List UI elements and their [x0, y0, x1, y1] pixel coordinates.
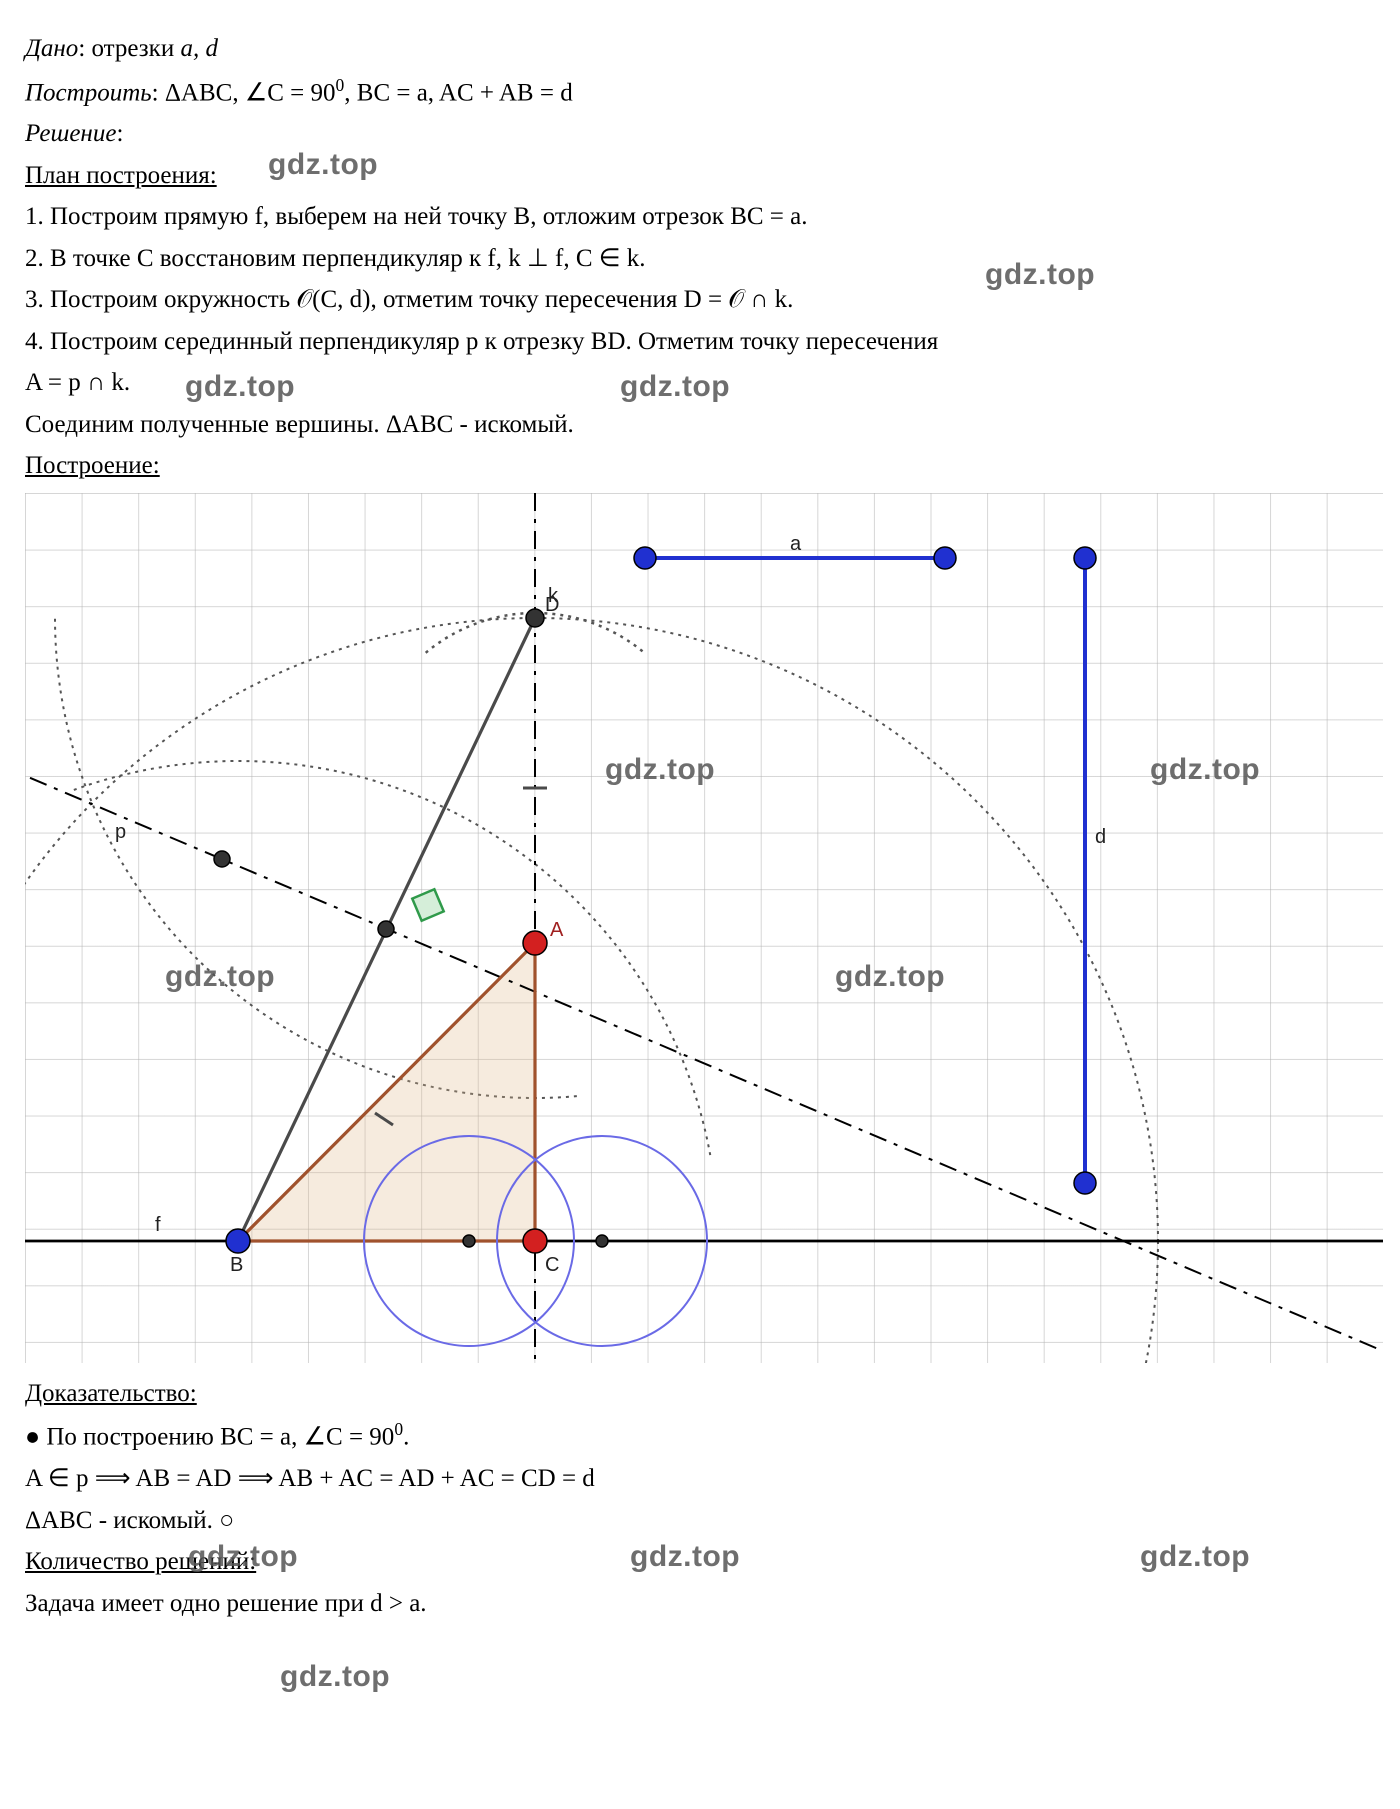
- given-vars: a, d: [180, 35, 218, 62]
- svg-text:d: d: [1095, 826, 1106, 848]
- proof-2: A ∈ p ⟹ AB = AD ⟹ AB + AC = AD + AC = CD…: [25, 1460, 1380, 1498]
- step-4: 4. Построим серединный перпендикуляр p к…: [25, 323, 1380, 361]
- proof-1b: .: [403, 1424, 409, 1451]
- watermark: gdz.top: [280, 1660, 390, 1694]
- step-3: 3. Построим окружность 𝒪(C, d), отметим …: [25, 281, 1380, 319]
- deg2: 0: [394, 1419, 403, 1439]
- plan-label: План построения:: [25, 162, 217, 189]
- given-rest: : отрезки: [78, 35, 180, 62]
- step-2: 2. В точке C восстановим перпендикуляр к…: [25, 240, 1380, 278]
- step-4b: A = p ∩ k.: [25, 364, 1380, 402]
- svg-text:A: A: [550, 919, 564, 941]
- diagram-svg: fpkadABCD: [25, 493, 1383, 1363]
- solution-label: Решение: [25, 120, 116, 147]
- svg-text:C: C: [545, 1254, 559, 1276]
- join: Соединим полученные вершины. ΔABC - иско…: [25, 406, 1380, 444]
- construction-label: Построение:: [25, 452, 160, 479]
- proof-1a: ● По построению BC = a, ∠C = 90: [25, 1424, 394, 1451]
- build-label: Построить: [25, 79, 152, 106]
- proof-3: ΔABC - искомый. ○: [25, 1502, 1380, 1540]
- count-1: Задача имеет одно решение при d > a.: [25, 1585, 1380, 1623]
- step-1: 1. Построим прямую f, выберем на ней точ…: [25, 198, 1380, 236]
- svg-text:B: B: [230, 1254, 243, 1276]
- given-label: Дано: [25, 35, 78, 62]
- colon: :: [116, 120, 123, 147]
- svg-text:f: f: [155, 1214, 161, 1236]
- svg-text:a: a: [790, 533, 802, 555]
- count-label: Количество решений:: [25, 1548, 256, 1575]
- svg-text:D: D: [545, 594, 559, 616]
- build-rest: : ΔABC, ∠C = 90: [152, 79, 336, 106]
- proof-label: Доказательство:: [25, 1380, 197, 1407]
- construction-diagram: fpkadABCD gdz.top gdz.top: [25, 493, 1383, 1363]
- deg: 0: [336, 75, 345, 95]
- build-rest2: , BC = a, AC + AB = d: [344, 79, 572, 106]
- svg-text:p: p: [115, 821, 126, 843]
